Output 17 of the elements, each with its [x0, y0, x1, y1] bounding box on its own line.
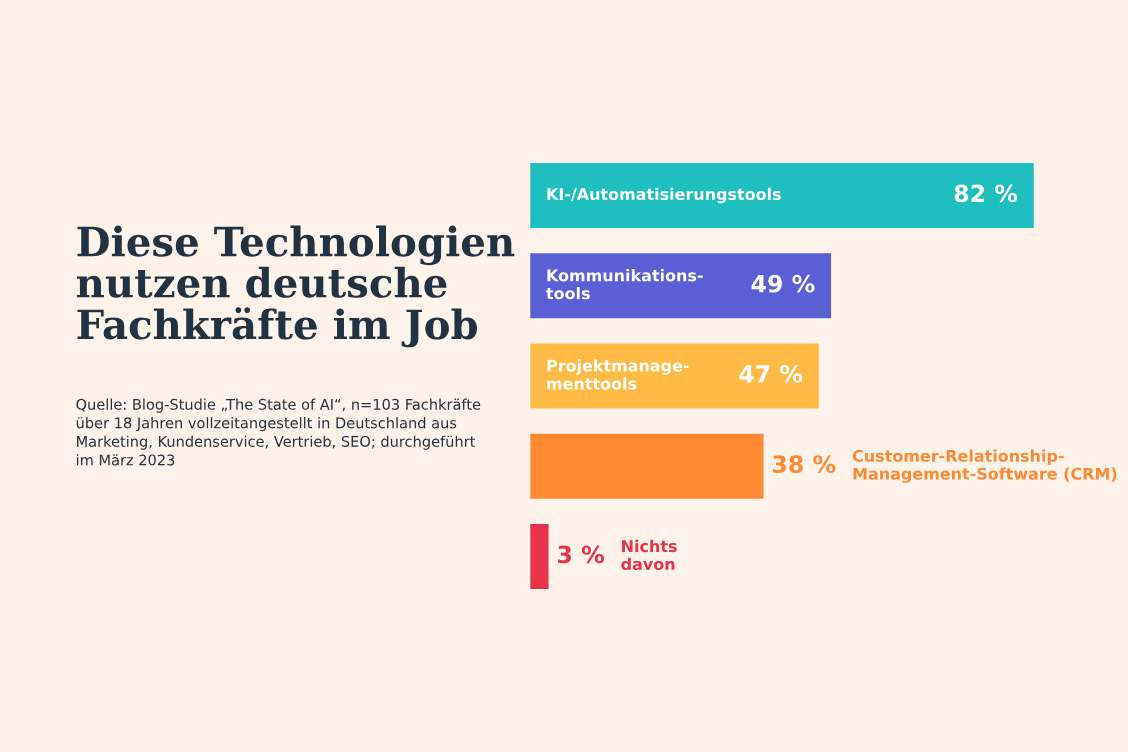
data-label: 47 % — [739, 364, 803, 383]
y-tick-label: Projektmanage- menttools — [547, 359, 689, 390]
bar — [530, 433, 764, 499]
y-tick-label: Customer-Relationship- Management-Software (CRM) — [852, 449, 1117, 483]
y-tick-label: Nichts davon — [621, 539, 677, 571]
bar — [530, 343, 819, 409]
data-label: 38 % — [773, 455, 836, 474]
bar — [530, 523, 549, 589]
bar — [530, 253, 832, 319]
source-note: Quelle: Blog-Studie „The State of AI“, n=103 Fachkräfte über 18 Jahren vollzeitangestellt in Deutschland aus Marketing, Kundenservice, Vertrieb, SEO; durchgeführt im März 2023 — [76, 398, 481, 466]
bar — [530, 163, 1034, 229]
y-tick-label: KI-/Automatisierungstools — [547, 187, 781, 204]
data-label: 3 % — [558, 545, 605, 564]
text: Diese Technologien nutzen deutsche Fachkräfte im Job — [76, 225, 515, 348]
data-label: 82 % — [954, 184, 1018, 203]
data-label: 49 % — [751, 274, 815, 293]
y-tick-label: Kommunikations- tools — [546, 269, 703, 300]
